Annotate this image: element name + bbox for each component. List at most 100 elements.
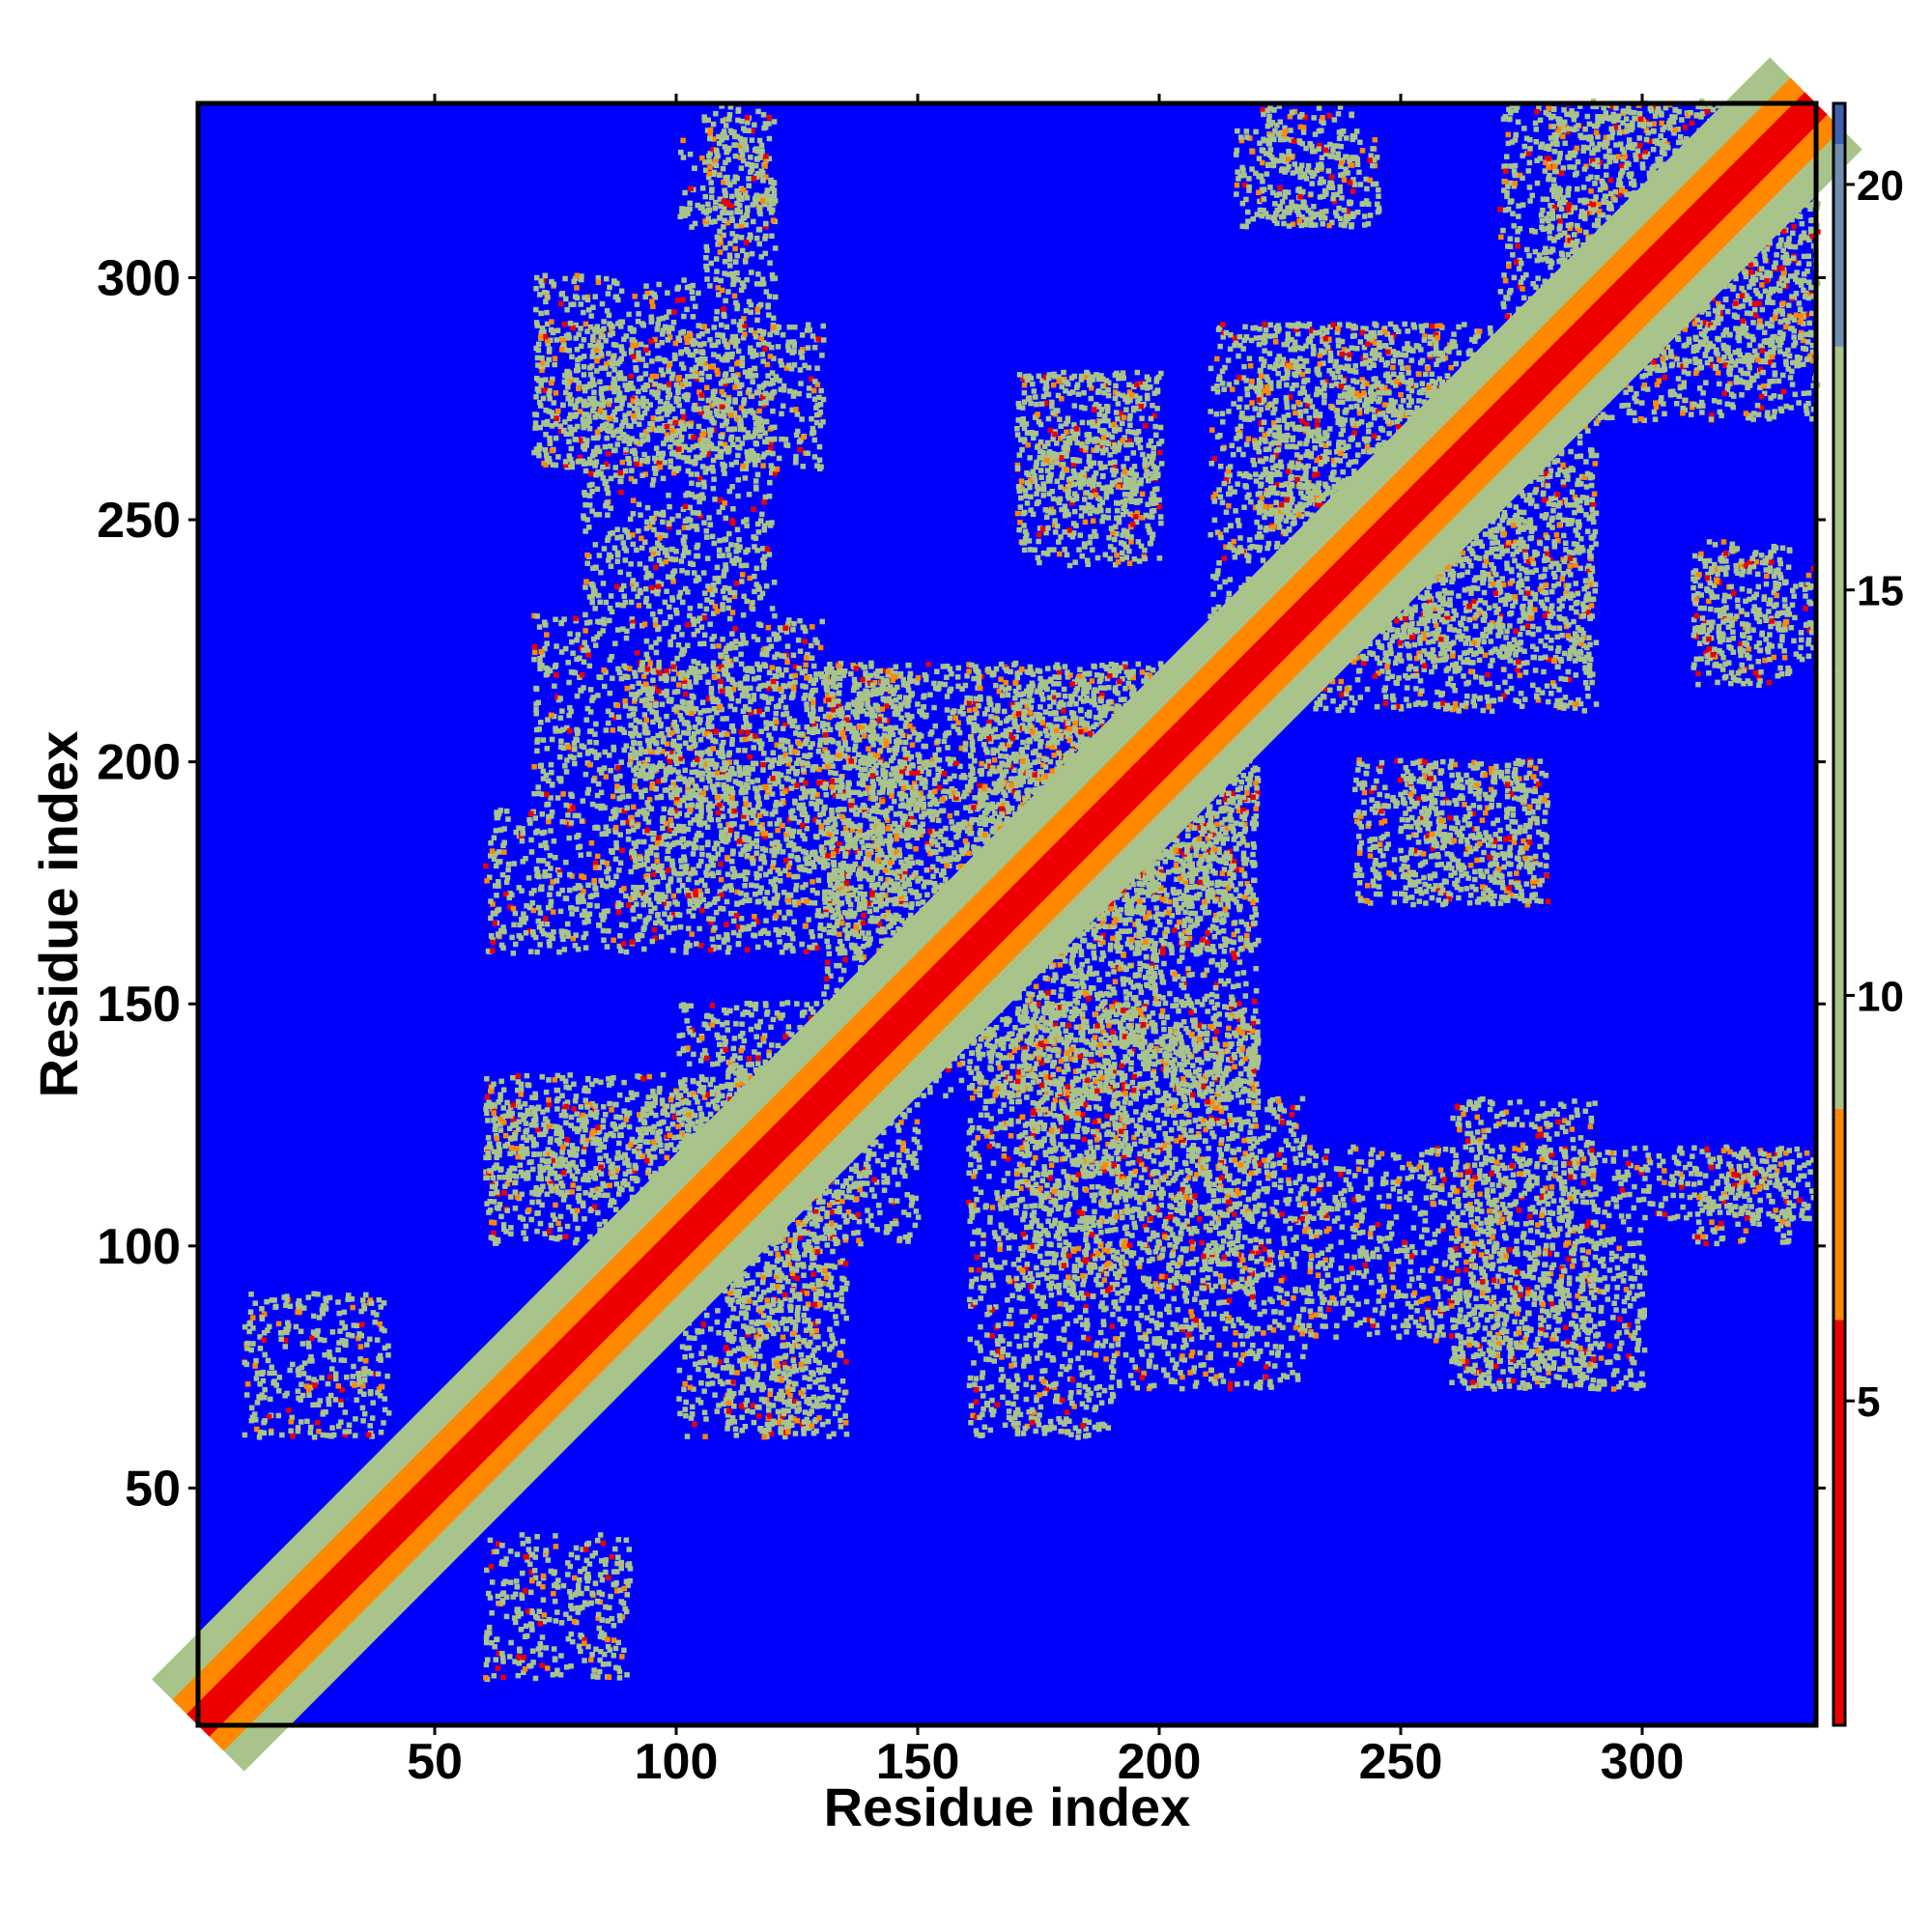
heatmap-cell — [490, 1579, 495, 1585]
heatmap-cell — [752, 1049, 757, 1055]
heatmap-cell — [1110, 1392, 1116, 1398]
heatmap-cell — [815, 1334, 821, 1340]
heatmap-cell — [864, 1161, 869, 1167]
heatmap-cell — [783, 1326, 789, 1332]
heatmap-cell — [559, 1150, 565, 1155]
heatmap-cell — [575, 1169, 581, 1175]
heatmap-cell — [547, 1617, 553, 1623]
heatmap-cell — [742, 1356, 748, 1362]
heatmap-cell — [835, 1208, 840, 1214]
heatmap-cell — [683, 1413, 689, 1419]
heatmap-cell — [309, 1358, 315, 1364]
heatmap-cell — [831, 1432, 837, 1437]
heatmap-cell — [1032, 1314, 1037, 1320]
heatmap-cell — [990, 1333, 996, 1339]
heatmap-cell — [734, 1433, 740, 1438]
heatmap-cell — [532, 1554, 538, 1560]
heatmap-cell — [805, 1291, 810, 1296]
heatmap-cell — [483, 1176, 489, 1181]
heatmap-cell — [915, 1119, 921, 1124]
heatmap-cell — [1006, 1401, 1011, 1406]
heatmap-cell — [493, 1184, 498, 1190]
heatmap-cell — [508, 1113, 514, 1119]
heatmap-cell — [652, 1154, 658, 1160]
heatmap-cell — [599, 1617, 605, 1623]
heatmap-cell — [840, 1398, 846, 1404]
heatmap-cell — [990, 1098, 996, 1104]
heatmap-cell — [1060, 1364, 1065, 1370]
heatmap-cell — [573, 1592, 579, 1598]
heatmap-cell — [1003, 1321, 1009, 1326]
heatmap-cell — [558, 1672, 564, 1678]
heatmap-cell — [638, 1144, 643, 1150]
heatmap-cell — [504, 1100, 510, 1106]
heatmap-cell — [495, 1189, 500, 1195]
heatmap-cell — [529, 1190, 535, 1196]
heatmap-cell — [502, 1183, 508, 1189]
heatmap-cell — [563, 1234, 569, 1239]
heatmap-cell — [832, 1264, 838, 1270]
heatmap-cell — [549, 1223, 554, 1229]
heatmap-cell — [551, 1591, 556, 1597]
heatmap-cell — [261, 1378, 267, 1384]
heatmap-cell — [996, 1322, 1002, 1328]
heatmap-cell — [676, 1396, 682, 1402]
heatmap-cell — [611, 1653, 617, 1659]
heatmap-cell — [492, 1199, 497, 1205]
heatmap-cell — [1101, 1319, 1107, 1324]
heatmap-cell — [1007, 1415, 1012, 1421]
heatmap-cell — [889, 1198, 895, 1204]
heatmap-cell — [603, 1183, 609, 1189]
heatmap-cell — [839, 1199, 845, 1205]
heatmap-cell — [793, 1381, 799, 1387]
heatmap-cell — [311, 1314, 317, 1320]
heatmap-cell — [613, 1207, 619, 1212]
heatmap-cell — [877, 1210, 883, 1216]
heatmap-cell — [492, 1644, 497, 1650]
heatmap-cell — [731, 1046, 737, 1052]
heatmap-cell — [615, 1151, 621, 1156]
heatmap-cell — [565, 1572, 571, 1577]
heatmap-cell — [596, 1626, 602, 1632]
heatmap-cell — [515, 1584, 521, 1590]
heatmap-cell — [1057, 1314, 1063, 1320]
heatmap-cell — [375, 1390, 381, 1396]
heatmap-cell — [262, 1352, 268, 1358]
heatmap-cell — [1040, 1295, 1046, 1301]
heatmap-cell — [796, 1220, 802, 1226]
heatmap-cell — [867, 1170, 872, 1176]
heatmap-cell — [298, 1304, 303, 1310]
heatmap-cell — [370, 1415, 376, 1421]
heatmap-cell — [360, 1297, 366, 1303]
heatmap-cell — [497, 1096, 503, 1102]
heatmap-cell — [1007, 1408, 1012, 1414]
heatmap-cell — [705, 1368, 711, 1374]
heatmap-cell — [598, 1165, 604, 1171]
heatmap-cell — [698, 1328, 704, 1334]
heatmap-cell — [974, 1276, 980, 1282]
heatmap-cell — [1083, 1308, 1089, 1314]
heatmap-cell — [1009, 1191, 1014, 1197]
heatmap-cell — [1094, 1343, 1100, 1349]
heatmap-cell — [696, 1398, 701, 1404]
heatmap-cell — [639, 1133, 644, 1139]
heatmap-cell — [607, 1101, 612, 1107]
heatmap-cell — [1099, 1400, 1105, 1406]
heatmap-cell — [670, 1108, 676, 1114]
heatmap-cell — [584, 1089, 590, 1094]
heatmap-cell — [754, 1375, 760, 1380]
heatmap-cell — [498, 1079, 504, 1085]
heatmap-cell — [327, 1350, 332, 1355]
heatmap-cell — [508, 1640, 514, 1646]
heatmap-cell — [603, 1112, 609, 1118]
heatmap-cell — [677, 1368, 683, 1374]
heatmap-cell — [967, 1297, 973, 1303]
heatmap-cell — [854, 1196, 860, 1202]
heatmap-cell — [561, 1583, 567, 1589]
heatmap-cell — [600, 1592, 606, 1598]
heatmap-cell — [701, 1345, 707, 1350]
heatmap-cell — [834, 1321, 839, 1326]
heatmap-cell — [489, 1235, 495, 1240]
heatmap-cell — [315, 1420, 321, 1426]
heatmap-cell — [967, 1130, 973, 1136]
